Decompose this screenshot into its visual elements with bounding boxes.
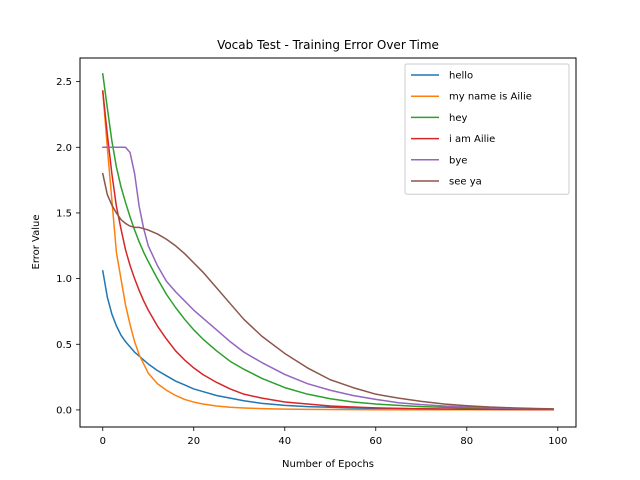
x-tick-label: 0 <box>100 436 106 447</box>
y-tick-label: 1.5 <box>56 208 72 219</box>
x-tick-label: 40 <box>278 436 291 447</box>
x-tick-label: 80 <box>460 436 473 447</box>
y-tick-label: 2.0 <box>56 143 72 154</box>
x-axis-label: Number of Epochs <box>282 459 374 470</box>
y-tick-label: 2.5 <box>56 77 72 88</box>
chart-title: Vocab Test - Training Error Over Time <box>217 38 439 52</box>
x-tick-label: 60 <box>369 436 382 447</box>
legend-label-5: see ya <box>449 177 482 188</box>
legend-label-1: my name is Ailie <box>449 92 532 103</box>
legend-label-4: bye <box>449 155 467 166</box>
legend-label-2: hey <box>449 113 467 124</box>
x-axis-ticks: 0 20 40 60 80 100 <box>100 427 567 447</box>
series-line-3 <box>102 90 554 411</box>
legend-label-0: hello <box>449 71 473 82</box>
y-tick-label: 1.0 <box>56 274 72 285</box>
y-tick-label: 0.0 <box>56 405 72 416</box>
series-line-2 <box>102 73 554 410</box>
legend: hello my name is Ailie hey i am Ailie bye see… <box>404 63 570 195</box>
x-tick-label: 20 <box>187 436 200 447</box>
series-line-4 <box>102 146 554 410</box>
y-axis-label: Error Value <box>31 214 42 269</box>
series-line-1 <box>102 90 554 411</box>
x-tick-label: 100 <box>548 436 567 447</box>
y-tick-label: 0.5 <box>56 340 72 351</box>
plot-area-frame <box>79 57 577 428</box>
y-axis-ticks: 0.0 0.5 1.0 1.5 2.0 2.5 <box>56 77 80 416</box>
legend-box <box>404 63 570 195</box>
series-line-5 <box>102 172 554 410</box>
series-lines <box>102 73 554 411</box>
legend-label-3: i am Ailie <box>449 134 495 145</box>
